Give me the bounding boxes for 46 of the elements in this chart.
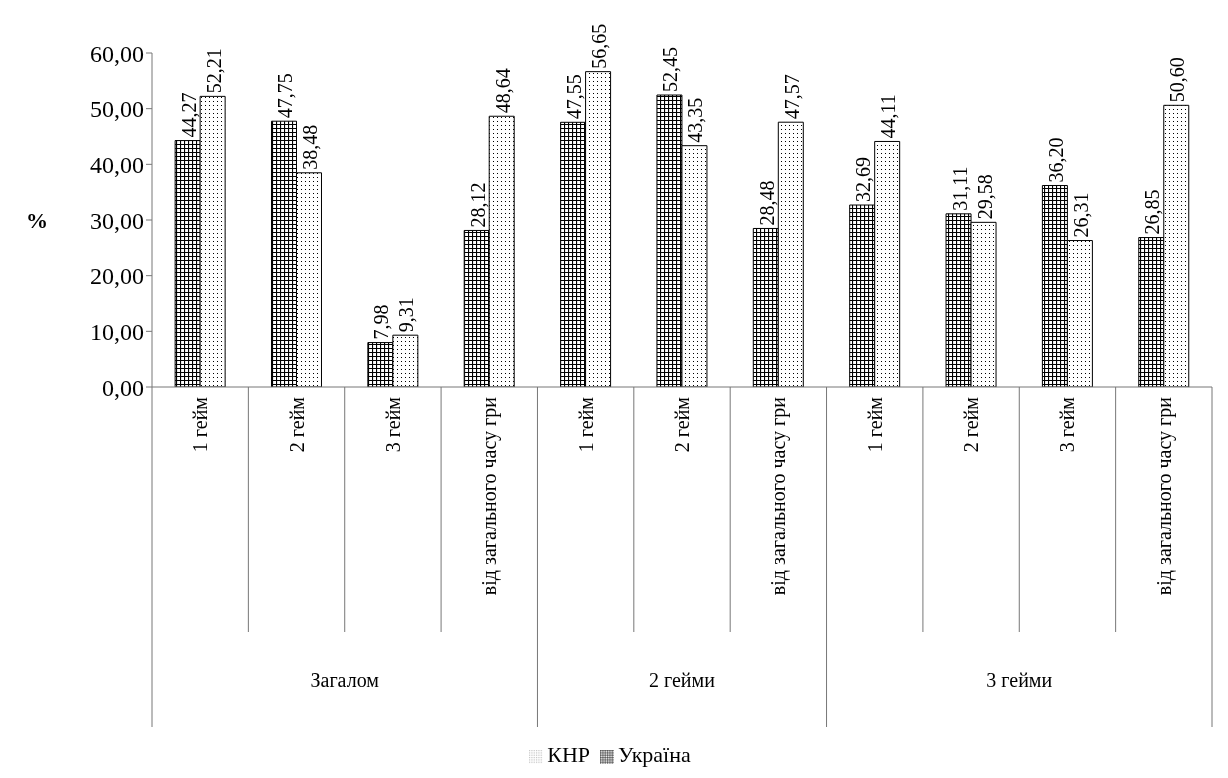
data-label: 50,60 (1166, 57, 1189, 103)
x-tick-label: 1 гейм (189, 396, 212, 453)
text: Загалом (310, 669, 380, 691)
x-tick-label: 2 гейм (960, 396, 983, 453)
data-label: 26,31 (1069, 192, 1092, 238)
x-tick-label: від загального часу гри (478, 396, 502, 596)
data-label: 52,21 (202, 48, 225, 94)
data-label: 28,12 (466, 182, 489, 228)
y-tick-label: 60,00 (90, 40, 144, 67)
legend-label: КНР (547, 742, 591, 767)
data-label: 38,48 (298, 124, 321, 170)
data-label: 44,27 (177, 92, 200, 138)
data-label: 31,11 (948, 166, 971, 211)
x-tick-label: 1 гейм (574, 396, 597, 453)
data-label: 56,65 (588, 23, 611, 69)
data-label: 36,20 (1044, 137, 1067, 183)
x-tick-label: від загального часу гри (1152, 396, 1176, 596)
data-label: 26,85 (1141, 189, 1164, 235)
data-label: 44,11 (877, 94, 900, 139)
legend-label: Україна (618, 742, 691, 767)
y-tick-label: 50,00 (90, 96, 144, 123)
x-tick-label: 3 гейм (381, 396, 404, 453)
x-tick-label: 3 гейм (1056, 396, 1079, 453)
y-tick-label: 0,00 (102, 374, 144, 401)
y-tick-label: 20,00 (90, 263, 144, 290)
x-tick-label: 1 гейм (863, 396, 886, 453)
data-label: 43,35 (684, 97, 707, 143)
data-label: 7,98 (370, 304, 393, 340)
data-label: 32,69 (852, 157, 875, 203)
data-label: 28,48 (755, 180, 778, 226)
data-label: 48,64 (491, 68, 514, 114)
data-label: 9,31 (395, 297, 418, 333)
x-tick-label: 2 гейм (285, 396, 308, 453)
y-tick-label: 10,00 (90, 318, 144, 345)
data-label: 52,45 (659, 47, 682, 93)
x-tick-label: 2 гейм (671, 396, 693, 453)
y-tick-label: 30,00 (90, 207, 144, 234)
x-tick-label: від загального часу гри (767, 396, 791, 596)
data-label: 47,75 (273, 73, 296, 119)
y-axis-title: % (26, 207, 48, 233)
data-label: 47,55 (563, 74, 586, 120)
text: 3 гейми (986, 669, 1053, 691)
text: 2 гейми (649, 669, 716, 691)
data-label: 47,57 (780, 74, 803, 120)
data-label: 29,58 (973, 174, 996, 220)
y-tick-label: 40,00 (90, 151, 144, 178)
